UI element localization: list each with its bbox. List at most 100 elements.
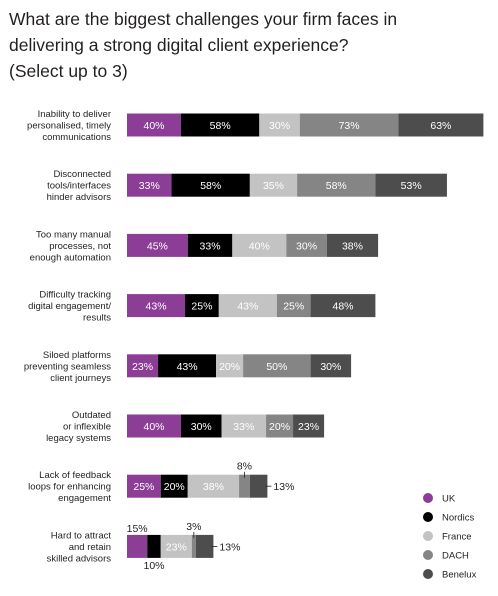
data-label: 3% — [186, 521, 201, 533]
data-label: 58% — [200, 180, 221, 192]
category-label-line: legacy systems — [46, 433, 111, 444]
data-label: 33% — [200, 240, 221, 252]
data-label: 50% — [266, 361, 287, 373]
bar-segment — [375, 173, 447, 197]
bar-segment — [195, 534, 214, 558]
data-label: 8% — [237, 461, 252, 473]
category-label: Lack of feedback loops for enhancing engag… — [28, 470, 111, 504]
category-label-line: engagement — [58, 493, 111, 504]
bar-segment — [293, 414, 325, 438]
data-label: 20% — [269, 421, 290, 433]
bar-segment — [266, 414, 294, 438]
data-label: 43% — [146, 301, 167, 313]
category-label: Too many manual processes, not enough auto… — [30, 229, 112, 263]
category-label-line: skilled advisors — [47, 553, 112, 564]
category-label: Disconnected tools/interfaces hinder advis… — [47, 169, 112, 203]
data-label: 25% — [133, 481, 154, 493]
data-label: 73% — [339, 120, 360, 132]
bar-segment — [127, 354, 159, 378]
bar-segment — [127, 474, 161, 498]
data-label: 63% — [430, 120, 451, 132]
category-label: Siloed platforms preventing seamless clien… — [24, 350, 111, 384]
category-label-line: Hard to attract — [51, 530, 112, 541]
bar-segment — [310, 294, 376, 318]
legend-swatch — [423, 569, 433, 579]
bar-segment — [249, 474, 268, 498]
bar-segment — [398, 113, 484, 137]
bar-segment — [221, 414, 267, 438]
bar-segment — [218, 294, 277, 318]
bar-segment — [191, 534, 196, 558]
bar-segment — [216, 354, 244, 378]
bar-segment — [127, 294, 186, 318]
chart-title-line-1: What are the biggest challenges your fir… — [9, 9, 398, 29]
bar-segment — [299, 113, 399, 137]
data-label: 30% — [320, 361, 341, 373]
bar-segment — [243, 354, 311, 378]
bar-segment — [259, 113, 300, 137]
data-label: 35% — [263, 180, 284, 192]
bar-segment — [160, 474, 188, 498]
bar-segment — [147, 534, 161, 558]
bar-segment — [127, 534, 148, 558]
bar-segment — [127, 113, 181, 137]
category-label: Difficulty tracking digital engagement/re… — [28, 290, 111, 324]
data-label: 38% — [342, 240, 363, 252]
category-label-line: preventing seamless — [24, 361, 111, 372]
category-label: Hard to attract and retain skilled advisor… — [47, 530, 112, 564]
legend-swatch — [423, 550, 433, 560]
category-label-line: Too many manual — [36, 229, 111, 240]
data-label: 43% — [237, 301, 258, 313]
bar-segment — [181, 113, 260, 137]
data-label: 23% — [298, 421, 319, 433]
bar-segment — [239, 474, 250, 498]
legend-label: France — [442, 532, 472, 543]
data-label: 25% — [283, 301, 304, 313]
bar-segment — [160, 534, 192, 558]
data-label: 58% — [210, 120, 231, 132]
data-label: 20% — [164, 481, 185, 493]
chart-title: What are the biggest challenges your fir… — [9, 6, 489, 84]
bar-segment — [127, 414, 181, 438]
category-label-line: Outdated — [72, 410, 111, 421]
category-label-line: digital engagement/ — [28, 301, 111, 312]
data-label: 45% — [147, 240, 168, 252]
data-label: 20% — [219, 361, 240, 373]
data-label: 53% — [401, 180, 422, 192]
data-label: 33% — [139, 180, 160, 192]
bar-segment — [249, 173, 298, 197]
legend-label: Benelux — [442, 570, 477, 581]
category-label-line: enough automation — [30, 252, 111, 263]
data-label: 30% — [269, 120, 290, 132]
data-label: 48% — [332, 301, 353, 313]
category-label-line: processes, not — [49, 241, 111, 252]
legend-swatch — [423, 512, 433, 522]
category-label-line: Siloed platforms — [43, 350, 111, 361]
category-label-line: results — [83, 313, 111, 324]
category-label-line: and retain — [69, 542, 111, 553]
data-label: 33% — [233, 421, 254, 433]
bar-segment — [297, 173, 376, 197]
category-label-line: personalised, timely — [27, 121, 111, 132]
chart-title-line-2: delivering a strong digital client exper… — [9, 35, 349, 55]
data-label: 10% — [143, 560, 164, 572]
data-label: 13% — [219, 541, 240, 553]
category-label-line: client journeys — [50, 373, 111, 384]
data-label: 43% — [177, 361, 198, 373]
bar-segment — [127, 233, 188, 257]
data-label: 23% — [132, 361, 153, 373]
data-label: 38% — [203, 481, 224, 493]
legend-swatch — [423, 493, 433, 503]
data-label: 58% — [326, 180, 347, 192]
category-label-line: communications — [42, 132, 111, 143]
bar-segment — [286, 233, 327, 257]
category-label-line: Inability to deliver — [38, 109, 111, 120]
category-label-line: Disconnected — [53, 169, 111, 180]
data-label: 15% — [127, 523, 148, 535]
bar-segment — [171, 173, 250, 197]
category-label: Inability to deliver personalised, timely… — [27, 109, 111, 143]
data-label: 25% — [191, 301, 212, 313]
legend-swatch — [423, 531, 433, 541]
bar-segment — [187, 233, 233, 257]
legend-label: Nordics — [442, 513, 474, 524]
